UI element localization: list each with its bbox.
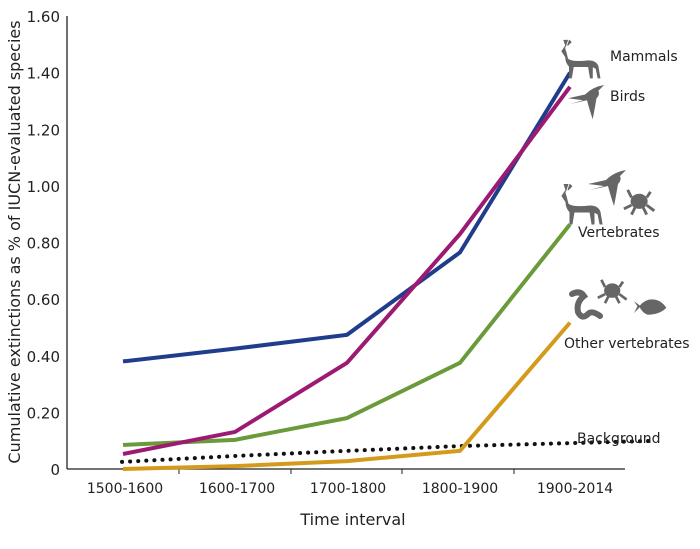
y-tick-label: 1.20: [27, 121, 60, 139]
deer-icon: [561, 39, 601, 79]
deer-icon: [561, 183, 603, 225]
x-tick-label: 1900-2014: [537, 481, 613, 497]
series-label: Vertebrates: [578, 225, 660, 241]
y-tick-label: 1.40: [27, 65, 60, 83]
y-axis-label: Cumulative extinctions as % of IUCN-eval…: [5, 20, 24, 463]
series-label: Birds: [610, 89, 645, 105]
snake-icon: [569, 289, 603, 320]
series-line-mammals: [122, 71, 572, 364]
series-label: Mammals: [610, 49, 678, 65]
y-tick-label: 1.00: [27, 178, 60, 196]
y-ticks: 0 0.20 0.40 0.60 0.80 1.00 1.20 1.40 1.60: [27, 8, 60, 479]
series-icons: [561, 39, 667, 320]
series-label: Background: [577, 431, 661, 447]
x-tick-label: 1600-1700: [199, 481, 275, 497]
axes: [66, 16, 625, 470]
x-tick-label: 1500-1600: [87, 481, 163, 497]
fish-icon: [634, 299, 667, 315]
y-tick-label: 0.40: [27, 348, 60, 366]
y-tick-label: 1.60: [27, 8, 60, 26]
series-line-other-vertebrates: [122, 321, 572, 471]
x-tick-label: 1700-1800: [310, 481, 386, 497]
y-tick-label: 0: [50, 461, 60, 479]
x-tick-label: 1800-1900: [422, 481, 498, 497]
series-line-background: [120, 438, 652, 464]
series-line-vertebrates: [122, 223, 572, 447]
series-lines: [120, 71, 652, 471]
y-tick-label: 0.20: [27, 404, 60, 422]
y-tick-label: 0.60: [27, 291, 60, 309]
x-ticks: 1500-1600 1600-1700 1700-1800 1800-1900 1900…: [87, 469, 613, 497]
series-line-birds: [122, 85, 572, 456]
series-label: Other vertebrates: [564, 336, 690, 352]
x-axis-label: Time interval: [299, 510, 405, 529]
bird-icon: [588, 170, 626, 206]
y-tick-label: 0.80: [27, 235, 60, 253]
bird-icon: [568, 85, 605, 120]
series-labels: Mammals Birds Vertebrates Other vertebrates…: [564, 49, 690, 447]
frog-icon: [623, 189, 656, 216]
frog-icon: [597, 279, 628, 304]
